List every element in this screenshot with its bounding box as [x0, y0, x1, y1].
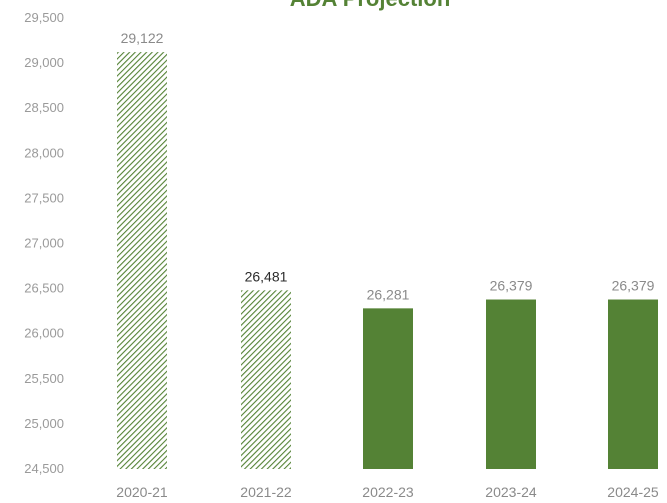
y-tick-label: 27,500 — [24, 190, 64, 205]
y-tick-label: 27,000 — [24, 236, 64, 251]
bar-2024-25 — [608, 299, 658, 469]
y-axis: 24,500 25,000 25,500 26,000 26,500 27,000 27,5… — [24, 10, 64, 476]
data-label: 26,481 — [245, 268, 288, 284]
data-label: 26,281 — [367, 286, 410, 302]
y-tick-label: 24,500 — [24, 461, 64, 476]
y-tick-label: 29,000 — [24, 55, 64, 70]
x-tick-label: 2023-24 — [485, 484, 537, 500]
x-tick-label: 2024-25 — [607, 484, 659, 500]
x-axis: 2020-21 2021-22 2022-23 2023-24 2024-25 — [116, 484, 659, 500]
bar-2023-24 — [486, 299, 536, 469]
y-tick-label: 28,500 — [24, 100, 64, 115]
y-tick-label: 26,000 — [24, 326, 64, 341]
x-tick-label: 2021-22 — [240, 484, 292, 500]
bars: 29,122 26,481 26,281 26,379 26,379 — [117, 30, 658, 469]
data-label: 26,379 — [612, 278, 655, 294]
bar-2020-21 — [117, 52, 167, 469]
bar-2022-23 — [363, 308, 413, 469]
data-label: 29,122 — [121, 30, 164, 46]
x-tick-label: 2020-21 — [116, 484, 168, 500]
chart-title: ADA Projection — [290, 0, 451, 11]
bar-2021-22 — [241, 290, 291, 469]
y-tick-label: 25,500 — [24, 371, 64, 386]
data-label: 26,379 — [490, 278, 533, 294]
y-tick-label: 26,500 — [24, 281, 64, 296]
x-tick-label: 2022-23 — [362, 484, 414, 500]
y-tick-label: 25,000 — [24, 416, 64, 431]
y-tick-label: 29,500 — [24, 10, 64, 25]
y-tick-label: 28,000 — [24, 145, 64, 160]
